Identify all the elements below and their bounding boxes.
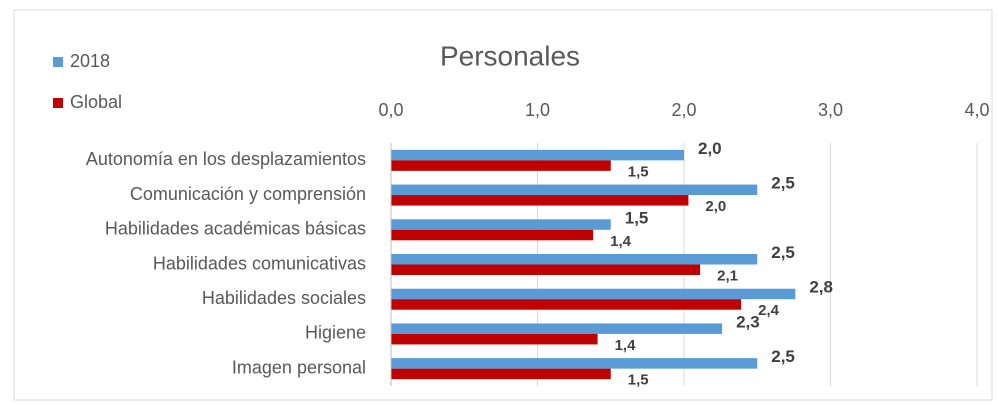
bar [391,333,598,345]
bar [391,160,611,171]
x-tick-label: 0,0 [378,100,403,120]
chart-title: Personales [440,40,580,71]
y-tick-label: Comunicación y comprensión [130,184,366,204]
bar [391,254,758,265]
value-label: 2,1 [717,267,738,284]
legend-swatch [53,98,63,108]
bar [391,195,689,206]
bar [391,184,758,196]
value-label: 2,5 [771,243,795,262]
value-label: 1,4 [610,233,632,250]
y-tick-label: Imagen personal [232,357,366,377]
y-tick-label: Habilidades comunicativas [153,253,366,273]
x-tick-label: 3,0 [818,100,843,120]
value-label: 2,5 [771,174,795,193]
bar [391,358,758,369]
bar [391,219,611,230]
value-label: 2,8 [809,278,833,297]
bar [391,323,723,334]
value-label: 2,0 [698,139,722,158]
value-label: 1,4 [615,337,637,354]
value-label: 2,4 [758,302,780,319]
value-label: 2,0 [705,198,726,215]
value-label: 1,5 [628,163,649,180]
bar [391,288,796,300]
bar [391,149,684,161]
y-tick-label: Autonomía en los desplazamientos [86,149,366,169]
y-tick-label: Higiene [305,323,366,343]
x-tick-label: 4,0 [964,100,989,120]
legend-label: Global [70,92,122,112]
legend-swatch [53,57,63,67]
y-tick-label: Habilidades académicas básicas [105,219,366,239]
bar [391,368,611,380]
x-tick-label: 2,0 [671,100,696,120]
y-tick-label: Habilidades sociales [202,288,366,308]
value-label: 2,5 [771,347,795,366]
bar [391,229,594,241]
value-label: 1,5 [628,372,649,389]
x-tick-label: 1,0 [525,100,550,120]
value-label: 1,5 [625,208,649,227]
value-label: 2,3 [736,312,760,331]
bar [391,264,701,275]
bar [391,299,742,310]
legend-label: 2018 [70,51,110,71]
